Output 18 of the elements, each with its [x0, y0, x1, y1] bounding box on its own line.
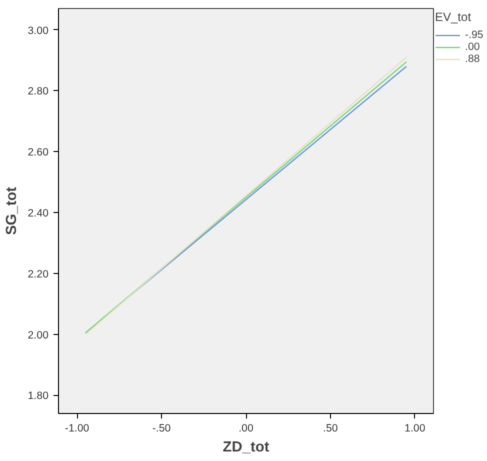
- y-tick-label: 2.00: [28, 329, 49, 342]
- legend-label: .88: [465, 53, 481, 65]
- x-axis-title: ZD_tot: [222, 440, 270, 456]
- y-tick-label: 3.00: [28, 24, 49, 37]
- legend-label: -.95: [465, 29, 484, 41]
- y-axis-title: SG_tot: [4, 186, 20, 236]
- y-tick-label: 2.40: [28, 208, 49, 220]
- y-tick-label: 2.80: [28, 86, 49, 98]
- y-tick-label: 1.80: [28, 390, 49, 402]
- x-tick-label: .00: [238, 422, 254, 434]
- y-tick-label: 2.20: [28, 268, 49, 280]
- y-tick-label: 2.60: [28, 146, 49, 159]
- x-tick-label: .50: [323, 422, 338, 434]
- legend-title: EV_tot: [435, 10, 472, 24]
- x-tick-label: 1.00: [404, 422, 426, 434]
- x-tick-label: -1.00: [64, 422, 90, 434]
- x-tick-label: -.50: [152, 422, 171, 434]
- legend-label: .00: [465, 41, 481, 53]
